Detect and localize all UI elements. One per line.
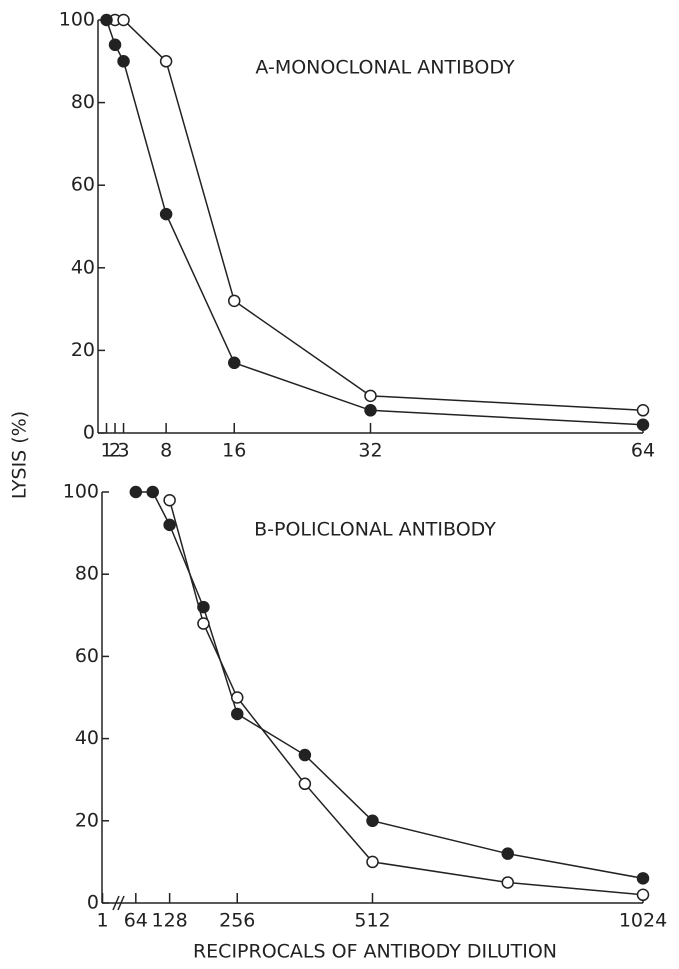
y-tick-label: 20 — [71, 339, 95, 361]
y-tick-label: 20 — [75, 809, 99, 831]
y-tick-label: 100 — [59, 9, 95, 31]
data-point — [163, 518, 176, 532]
data-point — [366, 855, 379, 869]
y-tick-label: 60 — [75, 645, 99, 667]
y-tick-label: 40 — [75, 727, 99, 749]
data-point — [197, 617, 210, 630]
data-point — [228, 294, 241, 308]
data-point — [117, 13, 130, 27]
data-point — [636, 888, 650, 902]
data-point — [364, 404, 377, 417]
data-point — [298, 748, 312, 762]
x-tick-label: 512 — [354, 910, 390, 932]
data-point — [231, 691, 244, 704]
x-tick-label: 1024 — [619, 910, 667, 932]
data-point — [228, 356, 241, 370]
x-tick-label: 256 — [219, 910, 255, 932]
y-tick-label: 80 — [75, 563, 99, 585]
x-tick-label: 1 — [100, 440, 112, 462]
data-point — [100, 13, 113, 27]
data-point — [298, 777, 312, 791]
data-point — [366, 814, 379, 828]
data-point — [636, 404, 650, 417]
y-tick-label: 40 — [71, 256, 95, 278]
data-point — [501, 876, 514, 889]
y-tick-label: 80 — [71, 91, 95, 113]
x-tick-label: 64 — [124, 910, 148, 932]
data-point — [159, 207, 173, 221]
series-line — [115, 19, 644, 412]
y-tick-label: 60 — [71, 174, 95, 196]
x-tick-label: 32 — [358, 440, 382, 462]
data-point — [501, 847, 514, 860]
data-point — [231, 707, 244, 721]
chart-title: A-MONOCLONAL ANTIBODY — [255, 57, 515, 79]
y-tick-label: 100 — [63, 481, 99, 503]
series-line — [105, 19, 644, 426]
data-point — [108, 38, 122, 52]
chart-title: B-POLICLONAL ANTIBODY — [254, 519, 496, 541]
x-tick-label: 16 — [222, 440, 246, 462]
x-tick-label: 2 — [109, 440, 121, 462]
x-tick-label: 3 — [118, 440, 130, 462]
y-axis-label: LYSIS (%) — [9, 411, 31, 499]
data-point — [146, 485, 159, 499]
x-axis-label: RECIPROCALS OF ANTIBODY DILUTION — [193, 941, 557, 963]
data-point — [636, 418, 650, 431]
data-point — [636, 872, 650, 885]
data-point — [163, 493, 176, 507]
x-tick-label: 1 — [96, 910, 108, 932]
y-tick-label: 0 — [87, 892, 99, 914]
data-point — [197, 600, 210, 614]
x-tick-label: 8 — [160, 440, 172, 462]
y-tick-label: 0 — [83, 422, 95, 444]
data-point — [129, 485, 143, 499]
x-tick-label: 128 — [151, 910, 187, 932]
x-tick-label: 64 — [631, 440, 655, 462]
data-point — [364, 389, 377, 403]
data-point — [117, 55, 130, 68]
series-line — [135, 491, 644, 880]
data-point — [159, 55, 173, 68]
